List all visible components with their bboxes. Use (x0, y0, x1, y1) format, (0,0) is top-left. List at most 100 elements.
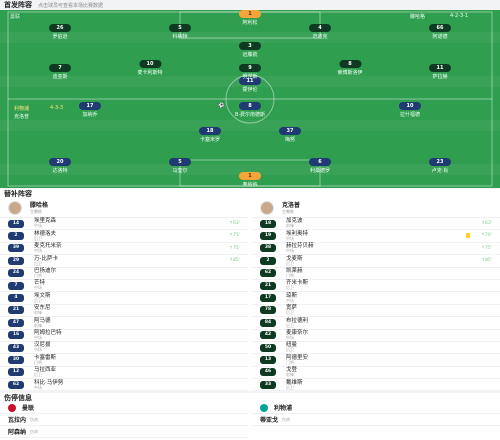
sub-row[interactable]: 30 卡塞雷斯 门将 (0, 354, 248, 367)
home-player[interactable]: 10 拉什福德 (399, 102, 421, 118)
sub-row[interactable]: 38 赫拉芬贝赫 中场 ↑75' (252, 243, 500, 256)
sub-row[interactable]: 18 加克波 前锋 ↑63' (252, 218, 500, 231)
away-player[interactable]: 4 范迪克 (309, 24, 331, 40)
sub-position: 后卫 (34, 260, 42, 266)
sub-number: 19 (260, 232, 276, 241)
away-subs-column: 克洛普 主教练 18 加克波 前锋 ↑63' 19 埃利奥特 中场 ↑70' 38 赫拉芬贝赫 中场… (252, 198, 500, 392)
coach-role: 主教练 (30, 209, 42, 214)
sub-number: 13 (260, 355, 276, 364)
sub-number: 47 (8, 318, 24, 327)
away-player[interactable]: 9 努涅斯 (239, 64, 261, 80)
sub-number: 16 (8, 331, 24, 340)
sub-row[interactable]: 50 纽曼 后卫 (252, 342, 500, 355)
sub-time: ↑63' (229, 221, 240, 226)
home-coach-row[interactable]: 滕哈格 主教练 (0, 198, 248, 218)
sub-row[interactable]: 21 齐米卡斯 后卫 (252, 280, 500, 293)
sub-row[interactable]: 13 阿德里安 门将 (252, 354, 500, 367)
sub-row[interactable]: 4 埃文斯 后卫 (0, 292, 248, 305)
injury-row[interactable]: 瓦拉内 伤病 (0, 414, 248, 426)
sub-position: 后卫 (286, 285, 294, 291)
coach-name: 滕哈格 (30, 202, 49, 209)
home-player[interactable]: 8 B·费尔南德斯 (235, 102, 265, 118)
player-number: 8 (239, 102, 261, 110)
sub-row[interactable]: 84 布拉德利 后卫 (252, 317, 500, 330)
sub-row[interactable]: 47 阿马德 前锋 (0, 317, 248, 330)
sub-number: 62 (260, 269, 276, 278)
sub-name: 纽曼 (286, 342, 298, 349)
injured-player-name: 阿森纳 (8, 429, 27, 436)
player-number: 18 (199, 127, 221, 135)
sub-row[interactable]: 33 戴维斯 后卫 (252, 379, 500, 392)
home-player[interactable]: 1 奥纳纳 (239, 172, 261, 188)
sub-row[interactable]: 2 林德洛夫 后卫 ↑75' (0, 230, 248, 243)
sub-position: 门将 (286, 359, 294, 365)
sub-name: 埃文斯 (34, 292, 51, 299)
sub-position: 门将 (34, 359, 42, 365)
sub-row[interactable]: 21 安东尼 前锋 (0, 305, 248, 318)
sub-position: 中场 (286, 235, 294, 241)
away-player[interactable]: 8 索博斯洛伊 (337, 60, 363, 76)
away-player[interactable]: 10 麦卡利斯特 (137, 60, 163, 76)
away-player[interactable]: 1 阿利松 (239, 10, 261, 26)
sub-name: 马拉西亚 (34, 367, 57, 374)
sub-number: 39 (8, 244, 24, 253)
sub-number: 84 (260, 318, 276, 327)
home-player[interactable]: 18 卡塞米罗 (199, 127, 221, 143)
away-player[interactable]: 5 科纳特 (169, 24, 191, 40)
sub-row[interactable]: 78 宽萨 后卫 (252, 305, 500, 318)
sub-row[interactable]: 16 阿姆拉巴特 中场 (0, 330, 248, 342)
sub-name: 戈麦斯 (286, 255, 303, 262)
sub-row[interactable]: 39 麦克托米奈 中场 ↑75' (0, 243, 248, 256)
sub-number: 14 (8, 219, 24, 228)
sub-row[interactable]: 12 马拉西亚 后卫 (0, 367, 248, 380)
sub-row[interactable]: 29 万-比萨卡 后卫 ↑85' (0, 255, 248, 268)
injury-row[interactable]: 阿森纳 伤病 (0, 426, 248, 438)
injury-row[interactable]: 蒂亚戈 伤病 (252, 414, 500, 426)
sub-time: ↑75' (229, 245, 240, 251)
home-player[interactable]: 11 霍伊伦 (239, 77, 261, 93)
sub-row[interactable]: 24 巴扬迪尔 门将 (0, 268, 248, 280)
substitutes-panel: 滕哈格 主教练 14 埃里克森 中场 ↑63' 2 林德洛夫 后卫 ↑75' 39 麦克托米奈 中场… (0, 198, 500, 392)
sub-time: ↑70' (481, 233, 492, 239)
away-player[interactable]: 66 阿诺德 (429, 24, 451, 40)
sub-row[interactable]: 7 芒特 中场 (0, 280, 248, 293)
away-player[interactable]: 26 罗伯逊 (49, 24, 71, 40)
sub-name: 戈登 (286, 367, 298, 374)
sub-row[interactable]: 43 汉尼拔 中场 (0, 342, 248, 355)
home-player[interactable]: 37 梅努 (279, 127, 301, 143)
sub-row[interactable]: 17 琼斯 中场 (252, 292, 500, 305)
home-player[interactable]: 17 加纳乔 (79, 102, 101, 118)
sub-row[interactable]: 14 埃里克森 中场 ↑63' (0, 218, 248, 231)
sub-row[interactable]: 19 埃利奥特 中场 ↑70' (252, 230, 500, 243)
away-coach-row[interactable]: 克洛普 主教练 (252, 198, 500, 218)
player-name: 迪亚斯 (52, 74, 68, 80)
sub-position: 门将 (34, 273, 42, 278)
away-player[interactable]: 3 远藤航 (239, 42, 261, 58)
sub-row[interactable]: 46 戈登 前锋 (252, 367, 500, 380)
player-number: 8 (338, 60, 361, 68)
sub-row[interactable]: 2 戈麦斯 后卫 ↑85' (252, 255, 500, 268)
sub-row[interactable]: 62 凯莱赫 门将 (252, 268, 500, 280)
sub-row[interactable]: 62 科比·马伊努 中场 (0, 379, 248, 392)
sub-number: 24 (8, 269, 24, 278)
sub-time: ↑75' (229, 233, 240, 239)
home-player[interactable]: 23 卢克·肖 (429, 158, 451, 174)
sub-time: ↑63' (481, 221, 492, 226)
player-name: 拉什福德 (399, 112, 420, 118)
team-name: 利物浦 (274, 405, 293, 412)
sub-name: 麦康奈尔 (286, 329, 309, 336)
sub-number: 18 (260, 219, 276, 228)
home-player[interactable]: 6 利桑德罗 (309, 158, 331, 174)
home-player[interactable]: 20 达洛特 (49, 158, 71, 174)
sub-row[interactable]: 42 麦康奈尔 中场 (252, 330, 500, 342)
coach-name: 克洛普 (282, 202, 301, 209)
away-player[interactable]: 7 迪亚斯 (49, 64, 71, 80)
sub-position: 中场 (34, 347, 42, 353)
away-player[interactable]: 11 萨拉赫 (429, 64, 451, 80)
sub-name: 科比·马伊努 (34, 379, 64, 386)
sub-name: 凯莱赫 (286, 268, 303, 274)
sub-name: 巴扬迪尔 (34, 268, 57, 274)
home-player[interactable]: 5 马奎尔 (169, 158, 191, 174)
player-number: 5 (169, 24, 191, 32)
team-logo-icon (260, 403, 268, 412)
